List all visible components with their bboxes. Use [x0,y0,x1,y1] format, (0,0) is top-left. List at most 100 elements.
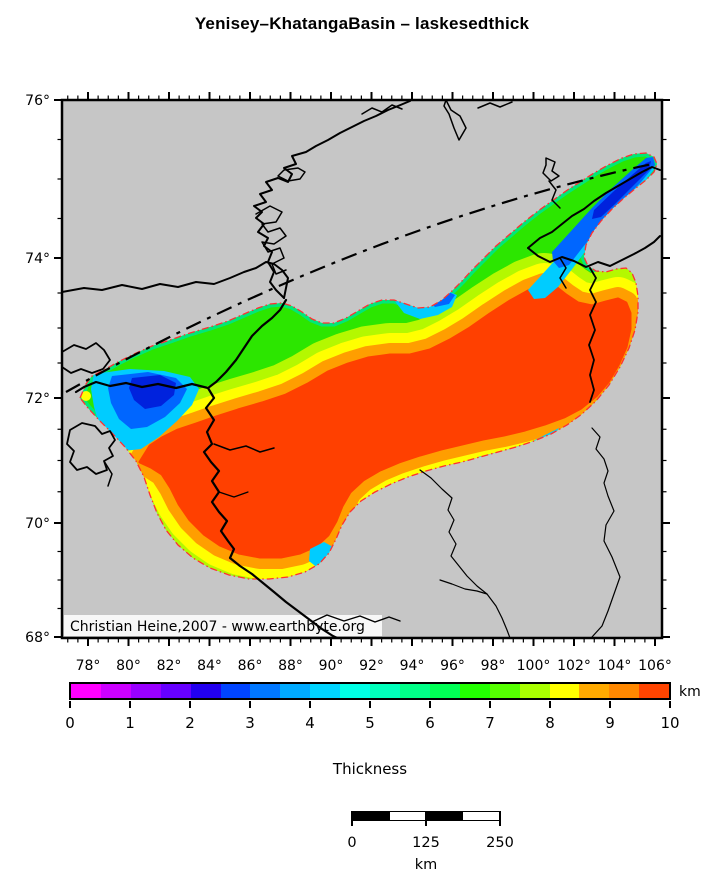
colorbar-segment [519,684,550,698]
yenisey-branch-2 [218,491,249,498]
lat-tick-label: 76° [25,93,50,109]
se-river-1 [419,469,511,638]
colorbar-segment [280,684,311,698]
south-river [311,614,401,623]
lon-tick-label: 84° [197,658,222,674]
khatanga-island-channel [548,180,561,209]
lon-tick-label: 100° [517,658,551,674]
se-river-1-joiner [439,579,488,595]
lon-tick-label: 98° [481,658,506,674]
colorbar-segment [370,684,400,698]
colorbar-tick [609,701,611,708]
lon-tick-label: 82° [157,658,182,674]
dash-dot-arc-line [65,162,653,393]
coast-hook [277,167,306,182]
gulf-south-branch [559,257,567,289]
colorbar-segment [310,684,341,698]
scalebar-cell [353,812,390,820]
colorbar-tick-label: 6 [425,714,435,732]
scalebar-cell [463,812,499,820]
colorbar-tick [189,701,191,708]
gulf-river-south [588,267,597,403]
colorbar-tick-label: 1 [125,714,135,732]
colorbar-tick [369,701,371,708]
scalebar-tick-label: 250 [486,835,514,851]
colorbar-segment [220,684,251,698]
figure-title: Yenisey–KhatangaBasin – laskesedthick [194,14,530,33]
scalebar-tick [351,811,353,826]
estuary-lake-tail [103,460,113,487]
lon-tick-label: 90° [319,658,344,674]
map-scalebar: 0 125 250 km [347,811,514,873]
colorbar-tick [429,701,431,708]
island-north-2 [477,101,513,109]
colorbar-tick [69,701,71,708]
lat-tick-label: 72° [25,391,50,407]
colorbar-segment [160,684,191,698]
yenisey-river-west-arm [74,380,210,394]
map-axes: 78° 80° 82° 84° 86° 88° 90° 92° 94° 96° 98° 100° 102… [25,92,672,674]
yenisey-gulf-coastline [253,100,411,299]
watermark-text: Christian Heine,2007 - www.earthbyte.org [70,619,365,635]
colorbar-segment [489,684,520,698]
colorbar-segment [399,684,430,698]
scalebar-tick-label: 0 [347,835,357,851]
west-pocket-darkblue [129,375,176,409]
lon-tick-label: 80° [116,658,141,674]
colorbar-segment [340,684,371,698]
colorbar-tick-label: 8 [545,714,555,732]
lon-tick-label: 102° [557,658,591,674]
island-north [443,100,467,141]
khatanga-island [542,157,560,182]
map-frame [60,98,664,640]
colorbar-segment [71,684,101,698]
colorbar-tick [549,701,551,708]
colorbar-segment [459,684,490,698]
colorbar-tick-label: 0 [65,714,75,732]
colorbar-tick [309,701,311,708]
yenisey-river-trunk [202,386,340,638]
colorbar-segment [549,684,580,698]
colorbar-tick-label: 5 [365,714,375,732]
scalebar-tick [425,811,427,826]
colorbar-tick [249,701,251,708]
colorbar-tick-label: 7 [485,714,495,732]
lat-tick-label: 70° [25,516,50,532]
colorbar-gradient [69,682,671,700]
colorbar-segment [100,684,131,698]
lon-tick-label: 78° [76,658,101,674]
watermark: Christian Heine,2007 - www.earthbyte.org [64,615,382,636]
scalebar-unit-label: km [414,857,438,873]
lat-tick-label: 74° [25,251,50,267]
estuary-inner-banks [255,205,287,275]
colorbar-tick-label: 2 [185,714,195,732]
lon-tick-label: 104° [598,658,632,674]
lon-tick-label: 106° [638,658,672,674]
colorbar-segment [579,684,610,698]
yenisey-branch [213,443,275,453]
lon-tick-label: 94° [400,658,425,674]
colorbar-tick-label: 9 [605,714,615,732]
khatanga-gulf-north-bank [527,166,661,249]
colorbar-tick [129,701,131,708]
coastlines-rivers [62,100,661,638]
scalebar-cell [426,812,464,820]
colorbar-tick [669,701,671,708]
scalebar-cell [389,812,427,820]
lon-tick-label: 88° [278,658,303,674]
colorbar-tick-label: 4 [305,714,315,732]
yenisey-river-upper [206,298,288,390]
colorbar-unit-label: km [679,684,701,700]
colorbar-title: Thickness [332,760,408,778]
colorbar-segment [429,684,460,698]
lon-tick-label: 96° [440,658,465,674]
lon-tick-label: 92° [359,658,384,674]
colorbar-segment [190,684,221,698]
estuary-lake-upper [62,342,111,374]
colorbar-segment [639,684,670,698]
khatanga-gulf-south-bank [527,235,661,268]
se-river-2 [591,427,621,638]
colorbar-segment [130,684,161,698]
